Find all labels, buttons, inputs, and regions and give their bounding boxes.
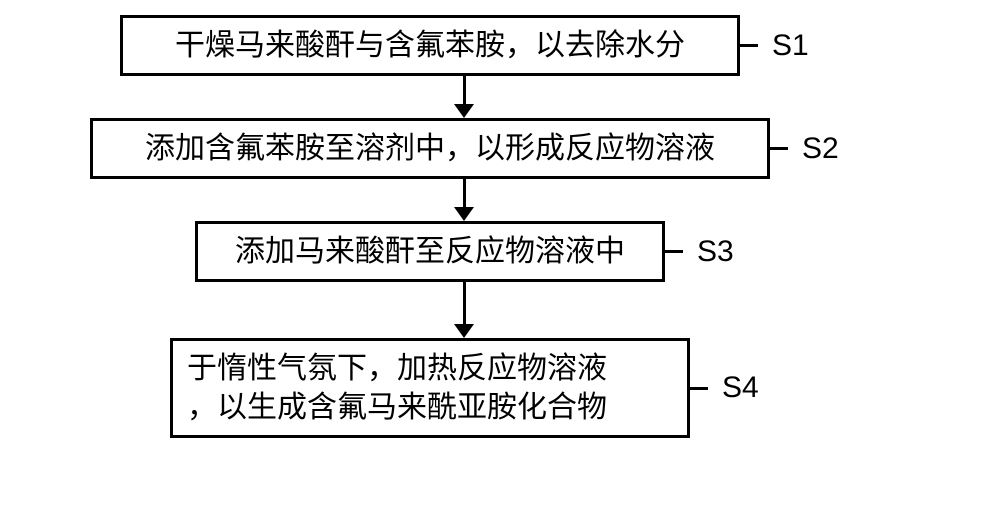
step-label-2: S2 bbox=[802, 132, 839, 166]
arrow-line bbox=[463, 76, 466, 104]
step-box-2: 添加含氟苯胺至溶剂中，以形成反应物溶液 bbox=[90, 118, 770, 179]
step-row: 干燥马来酸酐与含氟苯胺，以去除水分 S1 bbox=[120, 15, 809, 76]
arrow-line bbox=[463, 179, 466, 207]
arrow-head bbox=[454, 207, 474, 221]
label-group: S4 bbox=[690, 371, 759, 405]
step-label-4: S4 bbox=[722, 371, 759, 405]
tick-mark bbox=[770, 147, 788, 150]
step-box-4: 于惰性气氛下，加热反应物溶液，以生成含氟马来酰亚胺化合物 bbox=[170, 338, 690, 438]
tick-mark bbox=[690, 387, 708, 390]
arrow bbox=[454, 179, 474, 221]
label-group: S1 bbox=[740, 29, 809, 63]
step-box-3: 添加马来酸酐至反应物溶液中 bbox=[195, 221, 665, 282]
tick-mark bbox=[665, 250, 683, 253]
arrow bbox=[454, 282, 474, 338]
label-group: S2 bbox=[770, 132, 839, 166]
arrow-head bbox=[454, 324, 474, 338]
step-box-1: 干燥马来酸酐与含氟苯胺，以去除水分 bbox=[120, 15, 740, 76]
flowchart-container: 干燥马来酸酐与含氟苯胺，以去除水分 S1 添加含氟苯胺至溶剂中，以形成反应物溶液… bbox=[90, 15, 839, 438]
step-label-1: S1 bbox=[772, 29, 809, 63]
arrow bbox=[454, 76, 474, 118]
step-row: 添加马来酸酐至反应物溶液中 S3 bbox=[195, 221, 734, 282]
tick-mark bbox=[740, 44, 758, 47]
step-row: 添加含氟苯胺至溶剂中，以形成反应物溶液 S2 bbox=[90, 118, 839, 179]
arrow-line bbox=[463, 282, 466, 324]
label-group: S3 bbox=[665, 235, 734, 269]
arrow-head bbox=[454, 104, 474, 118]
step-label-3: S3 bbox=[697, 235, 734, 269]
step-row: 于惰性气氛下，加热反应物溶液，以生成含氟马来酰亚胺化合物 S4 bbox=[170, 338, 759, 438]
